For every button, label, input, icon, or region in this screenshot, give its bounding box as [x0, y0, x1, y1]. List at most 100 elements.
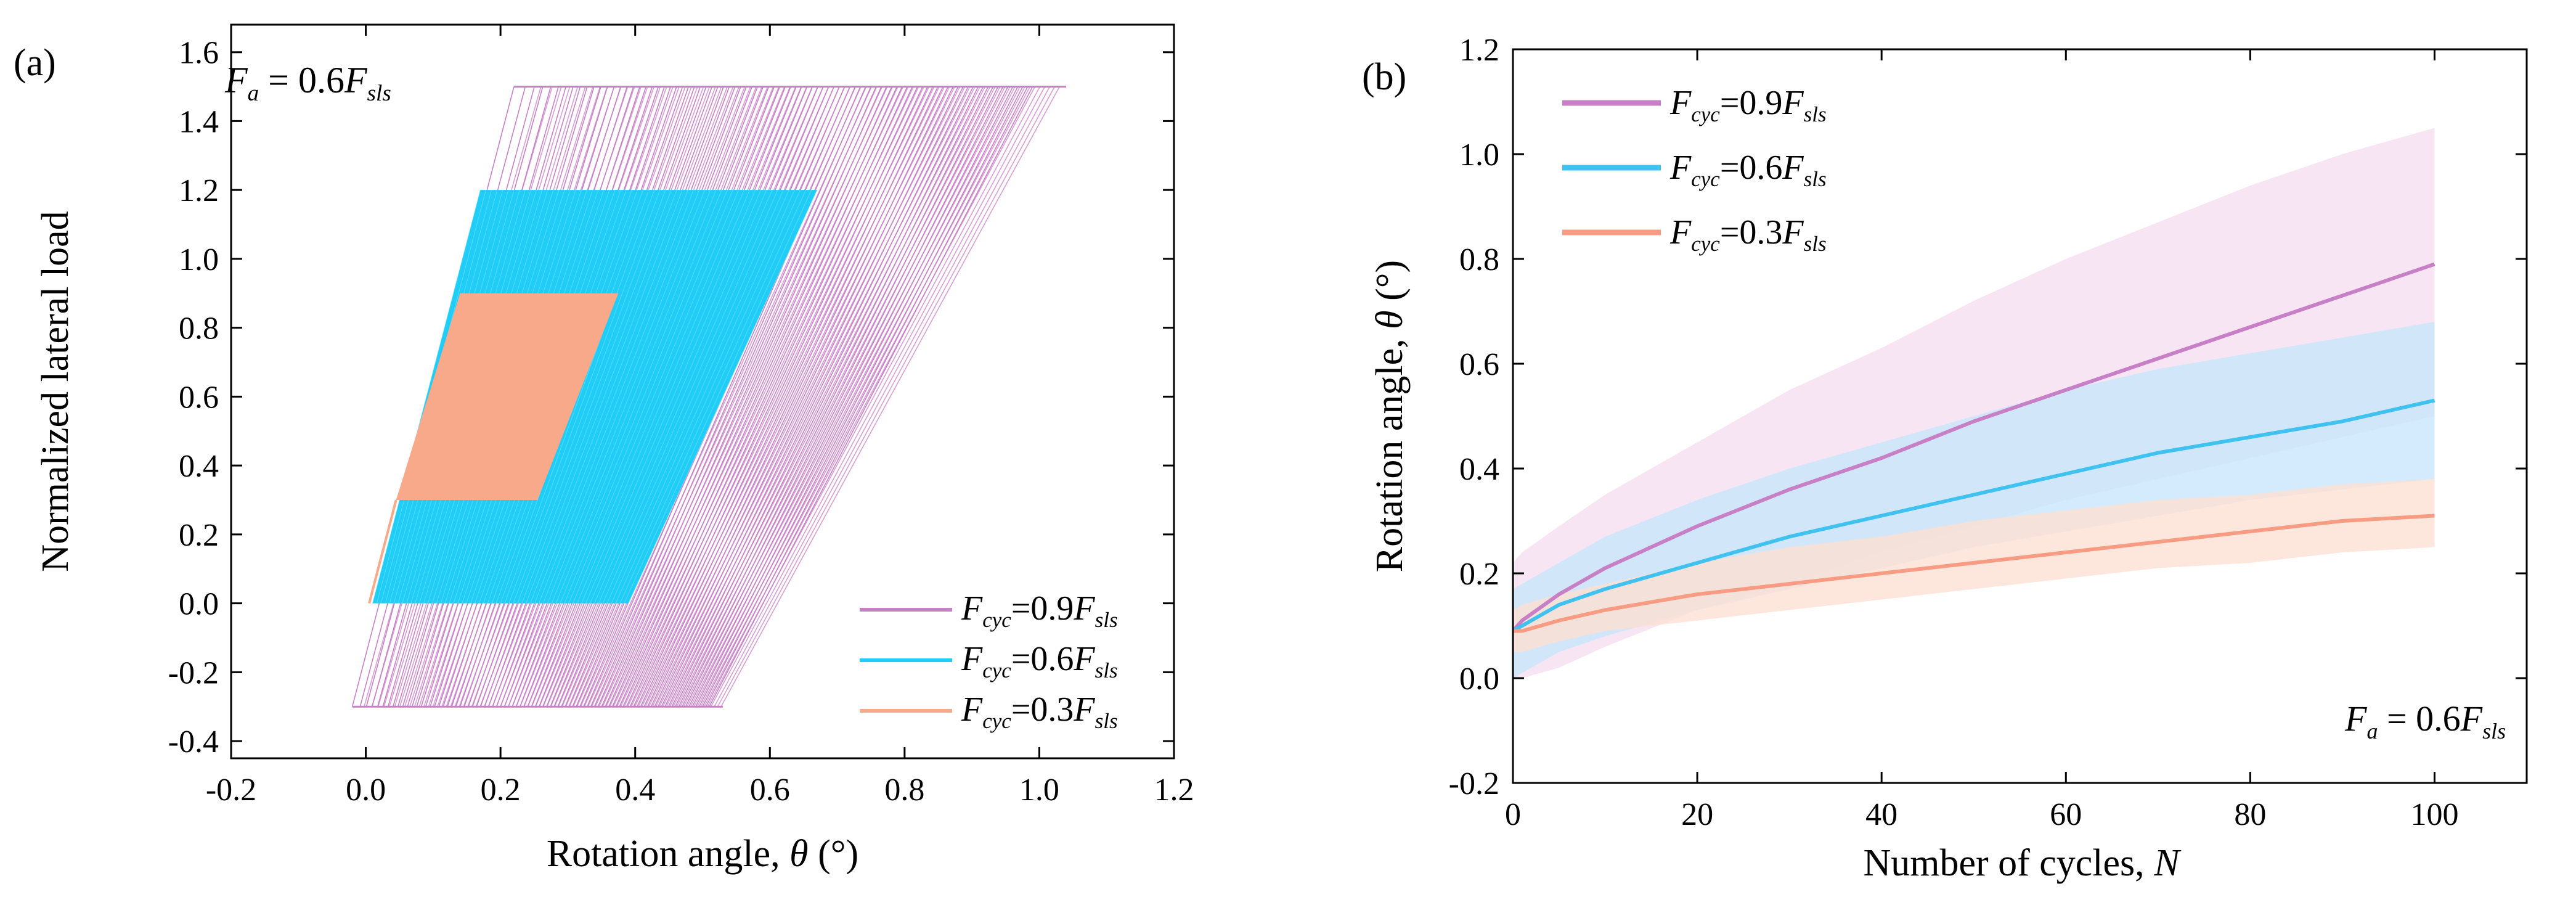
- annotation-text: Fa = 0.6Fsls: [2344, 698, 2506, 743]
- y-tick-label: 0.6: [179, 380, 219, 415]
- x-tick-label: 1.0: [1019, 772, 1059, 808]
- y-tick-label: 0.6: [1459, 347, 1499, 382]
- confidence-bands: [1513, 128, 2435, 678]
- y-tick-label: 0.2: [179, 518, 219, 553]
- loop-branch: [675, 86, 984, 707]
- loop-branch: [585, 189, 762, 604]
- loop-branch: [534, 189, 694, 604]
- series-line: [1513, 262, 2435, 633]
- x-tick-label: 0.4: [615, 772, 655, 808]
- y-tick-label: 1.0: [179, 242, 219, 277]
- legend-label: Fcyc=0.6Fsls: [961, 640, 1118, 682]
- y-tick-label: 0.0: [179, 587, 219, 622]
- loop-branch: [589, 189, 767, 604]
- loop-branch: [611, 189, 795, 604]
- load-annotation: Fa = 0.6Fsls: [224, 60, 391, 106]
- loop-branch: [671, 86, 979, 707]
- loop-branch: [542, 189, 706, 604]
- loop-branch: [676, 86, 996, 707]
- loop-branch: [601, 86, 877, 707]
- x-tick-label: 0.8: [884, 772, 924, 808]
- x-tick-label: 0.0: [346, 772, 386, 808]
- axis-ticks: -0.2 0.0 0.2 0.4 0.6 0.8 1.0 1.2 -0.4 -0.2 0.0 0.2 0…: [168, 25, 1194, 808]
- y-axis-label: Normalized lateral load: [35, 211, 76, 571]
- loop-branch: [508, 189, 661, 604]
- loop-branch: [555, 189, 722, 604]
- loop-branch: [661, 86, 964, 707]
- loop-branch: [606, 189, 789, 604]
- loop-branch: [702, 86, 1024, 707]
- mean-lines: [1513, 262, 2435, 633]
- load-annotation: Fa = 0.6Fsls: [2344, 698, 2506, 743]
- panel-b: 0 20 40 60 80 100 -0.2 0.0 0.2 0.4 0.6 0.8 1.0 1.2 (b…: [1362, 33, 2528, 884]
- loop-branch: [530, 189, 688, 604]
- legend-label: Fcyc=0.9Fsls: [961, 589, 1118, 632]
- loop-branch: [517, 189, 672, 604]
- loop-branch: [637, 86, 929, 707]
- loop-branch: [619, 86, 903, 707]
- legend: Fcyc=0.9Fsls Fcyc=0.6Fsls Fcyc=0.3Fsls: [1562, 84, 1827, 256]
- y-tick-label: 1.0: [1459, 137, 1499, 173]
- loop-branch: [709, 86, 1033, 707]
- legend: Fcyc=0.9Fsls Fcyc=0.6Fsls Fcyc=0.3Fsls: [860, 589, 1118, 733]
- loop-branch: [521, 189, 677, 604]
- y-tick-label: 0.4: [1459, 452, 1499, 487]
- loop-branch: [717, 86, 1055, 707]
- loop-branch: [581, 189, 756, 604]
- x-tick-label: 80: [2234, 797, 2266, 832]
- annotation-text: Fa = 0.6Fsls: [224, 60, 391, 106]
- loop-branch: [608, 86, 887, 707]
- loop-branch: [593, 86, 866, 707]
- plot-frame: [230, 23, 1175, 760]
- y-tick-label: 1.2: [179, 173, 219, 208]
- band-area: [1513, 479, 2435, 652]
- x-axis-label: Number of cycles, N: [1863, 842, 2182, 884]
- x-tick-label: 60: [2050, 797, 2082, 832]
- loop-branch: [564, 189, 733, 604]
- loop-branch: [662, 86, 976, 707]
- y-tick-label: 0.8: [179, 311, 219, 346]
- loop-branch: [513, 189, 666, 604]
- loop-branch: [650, 86, 949, 707]
- y-tick-label: -0.2: [1449, 766, 1499, 801]
- hysteresis-loops: [351, 86, 1067, 708]
- loop-branch: [698, 86, 1019, 707]
- y-tick-label: 0.8: [1459, 242, 1499, 277]
- loop-branch: [615, 86, 898, 707]
- loop-branch: [619, 189, 807, 604]
- loop-branch: [605, 86, 882, 707]
- plot-frame: [1512, 48, 2528, 784]
- legend-label: Fcyc=0.3Fsls: [961, 690, 1118, 733]
- loop-branch: [629, 86, 918, 707]
- initial-loading-path: [368, 499, 397, 604]
- loop-branch: [591, 86, 872, 707]
- loop-branch: [654, 86, 954, 707]
- loop-branch: [666, 86, 980, 707]
- loop-branch: [647, 86, 944, 707]
- loop-branch: [628, 189, 818, 604]
- loop-branch: [667, 86, 974, 707]
- loop-branch: [626, 86, 913, 707]
- legend-label: Fcyc=0.6Fsls: [1669, 149, 1827, 191]
- x-tick-label: 20: [1681, 797, 1713, 832]
- loop-branch: [598, 189, 778, 604]
- legend-label: Fcyc=0.9Fsls: [1669, 84, 1827, 126]
- loop-branch: [372, 190, 481, 604]
- loop-branch: [526, 189, 683, 604]
- series-0.3-loops: [368, 293, 619, 604]
- loop-branch: [710, 86, 1046, 707]
- y-tick-label: -0.4: [168, 724, 219, 760]
- y-tick-label: 0.4: [179, 449, 219, 484]
- x-tick-label: -0.2: [206, 772, 256, 808]
- y-tick-label: 0.2: [1459, 557, 1499, 592]
- series-line: [1513, 514, 2435, 633]
- y-tick-label: 0.0: [1459, 661, 1499, 697]
- x-tick-label: 40: [1865, 797, 1897, 832]
- loop-branch: [695, 86, 1014, 707]
- series-line: [1513, 398, 2435, 633]
- y-tick-label: 1.4: [179, 104, 219, 139]
- x-tick-label: 0.2: [481, 772, 521, 808]
- loop-branch: [720, 86, 1060, 707]
- loop-branch: [691, 86, 1009, 707]
- loop-branch: [643, 86, 939, 707]
